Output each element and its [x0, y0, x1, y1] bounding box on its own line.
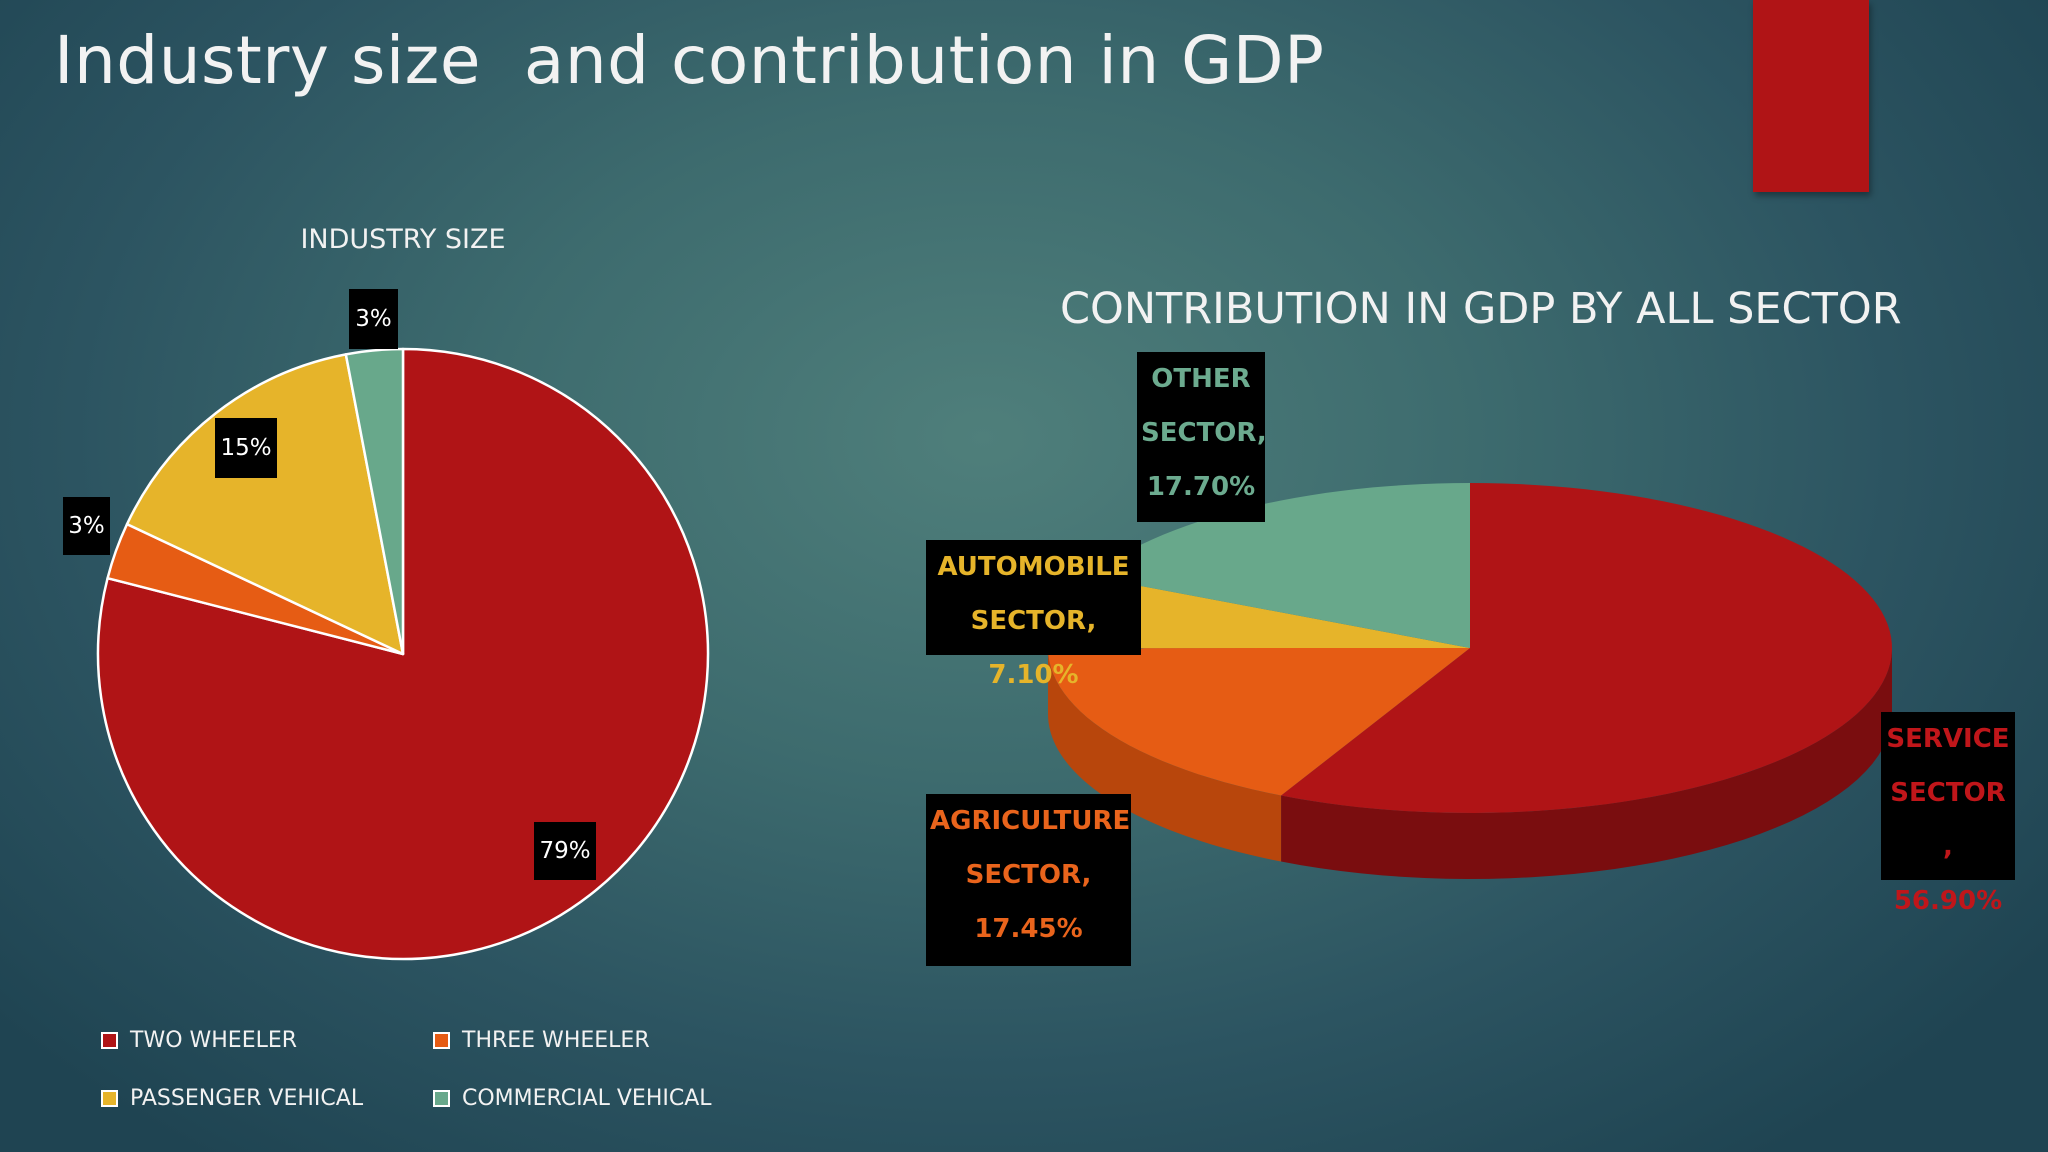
gdp-3d-pie-chart	[1048, 483, 1892, 879]
data-label-two-wheeler: 79%	[534, 822, 596, 880]
other-label-line-2: SECTOR,	[1141, 418, 1267, 448]
pie-slice-service-sector	[1281, 483, 1892, 813]
legend-label-passenger-vehical: PASSENGER VEHICAL	[130, 1086, 364, 1111]
legend-swatch-commercial-vehical	[433, 1090, 450, 1107]
legend-item-two-wheeler: TWO WHEELER	[101, 1028, 297, 1053]
legend-item-three-wheeler: THREE WHEELER	[433, 1028, 650, 1053]
legend-swatch-two-wheeler	[101, 1032, 118, 1049]
data-label-three-wheeler: 3%	[63, 497, 110, 555]
service-label-line-2: SECTOR ,	[1890, 778, 2006, 862]
pie-side-service-sector	[1281, 648, 1892, 879]
pie-slice-commercial-vehical	[344, 347, 405, 656]
legend-swatch-three-wheeler	[433, 1032, 450, 1049]
data-label-automobile-sector: AUTOMOBILE SECTOR, 7.10%	[926, 540, 1141, 690]
agriculture-label-line-2: SECTOR,	[965, 860, 1092, 890]
legend-label-two-wheeler: TWO WHEELER	[130, 1028, 298, 1053]
data-label-other-sector: OTHER SECTOR, 17.70%	[1137, 352, 1267, 522]
pie-slice-passenger-vehical	[125, 353, 405, 656]
legend-item-passenger-vehical: PASSENGER VEHICAL	[101, 1086, 363, 1111]
legend-swatch-passenger-vehical	[101, 1090, 118, 1107]
other-label-line-3: 17.70%	[1146, 472, 1256, 502]
legend-label-three-wheeler: THREE WHEELER	[462, 1028, 650, 1053]
slide-title: Industry size and contribution in GDP	[54, 22, 1325, 99]
other-label-line-1: OTHER	[1151, 364, 1251, 394]
automobile-label-line-2: SECTOR, 7.10%	[970, 606, 1097, 690]
service-label-line-3: 56.90%	[1893, 886, 2003, 916]
automobile-label-line-1: AUTOMOBILE	[937, 552, 1130, 582]
industry-size-chart-title: INDUSTRY SIZE	[300, 224, 506, 255]
accent-tab	[1753, 0, 1869, 192]
agriculture-label-line-3: 17.45%	[974, 914, 1083, 944]
legend-item-commercial-vehical: COMMERCIAL VEHICAL	[433, 1086, 712, 1111]
service-label-line-1: SERVICE	[1886, 724, 2010, 754]
pie-slice-other-sector	[1089, 483, 1470, 648]
data-label-agriculture-sector: AGRICULTURE SECTOR, 17.45%	[926, 794, 1131, 966]
pie-slice-agriculture-sector	[1048, 648, 1470, 796]
data-label-service-sector: SERVICE SECTOR , 56.90%	[1881, 712, 2015, 916]
industry-size-pie-chart	[96, 347, 710, 961]
data-label-commercial-vehical: 3%	[349, 289, 398, 349]
pie-slice-automobile-sector	[1048, 576, 1470, 649]
pie-side-agriculture-sector	[1048, 648, 1282, 862]
legend-label-commercial-vehical: COMMERCIAL VEHICAL	[462, 1086, 712, 1111]
agriculture-label-line-1: AGRICULTURE	[930, 806, 1131, 836]
data-label-passenger-vehical: 15%	[215, 418, 277, 478]
gdp-chart-title: CONTRIBUTION IN GDP BY ALL SECTOR	[1060, 284, 1902, 334]
